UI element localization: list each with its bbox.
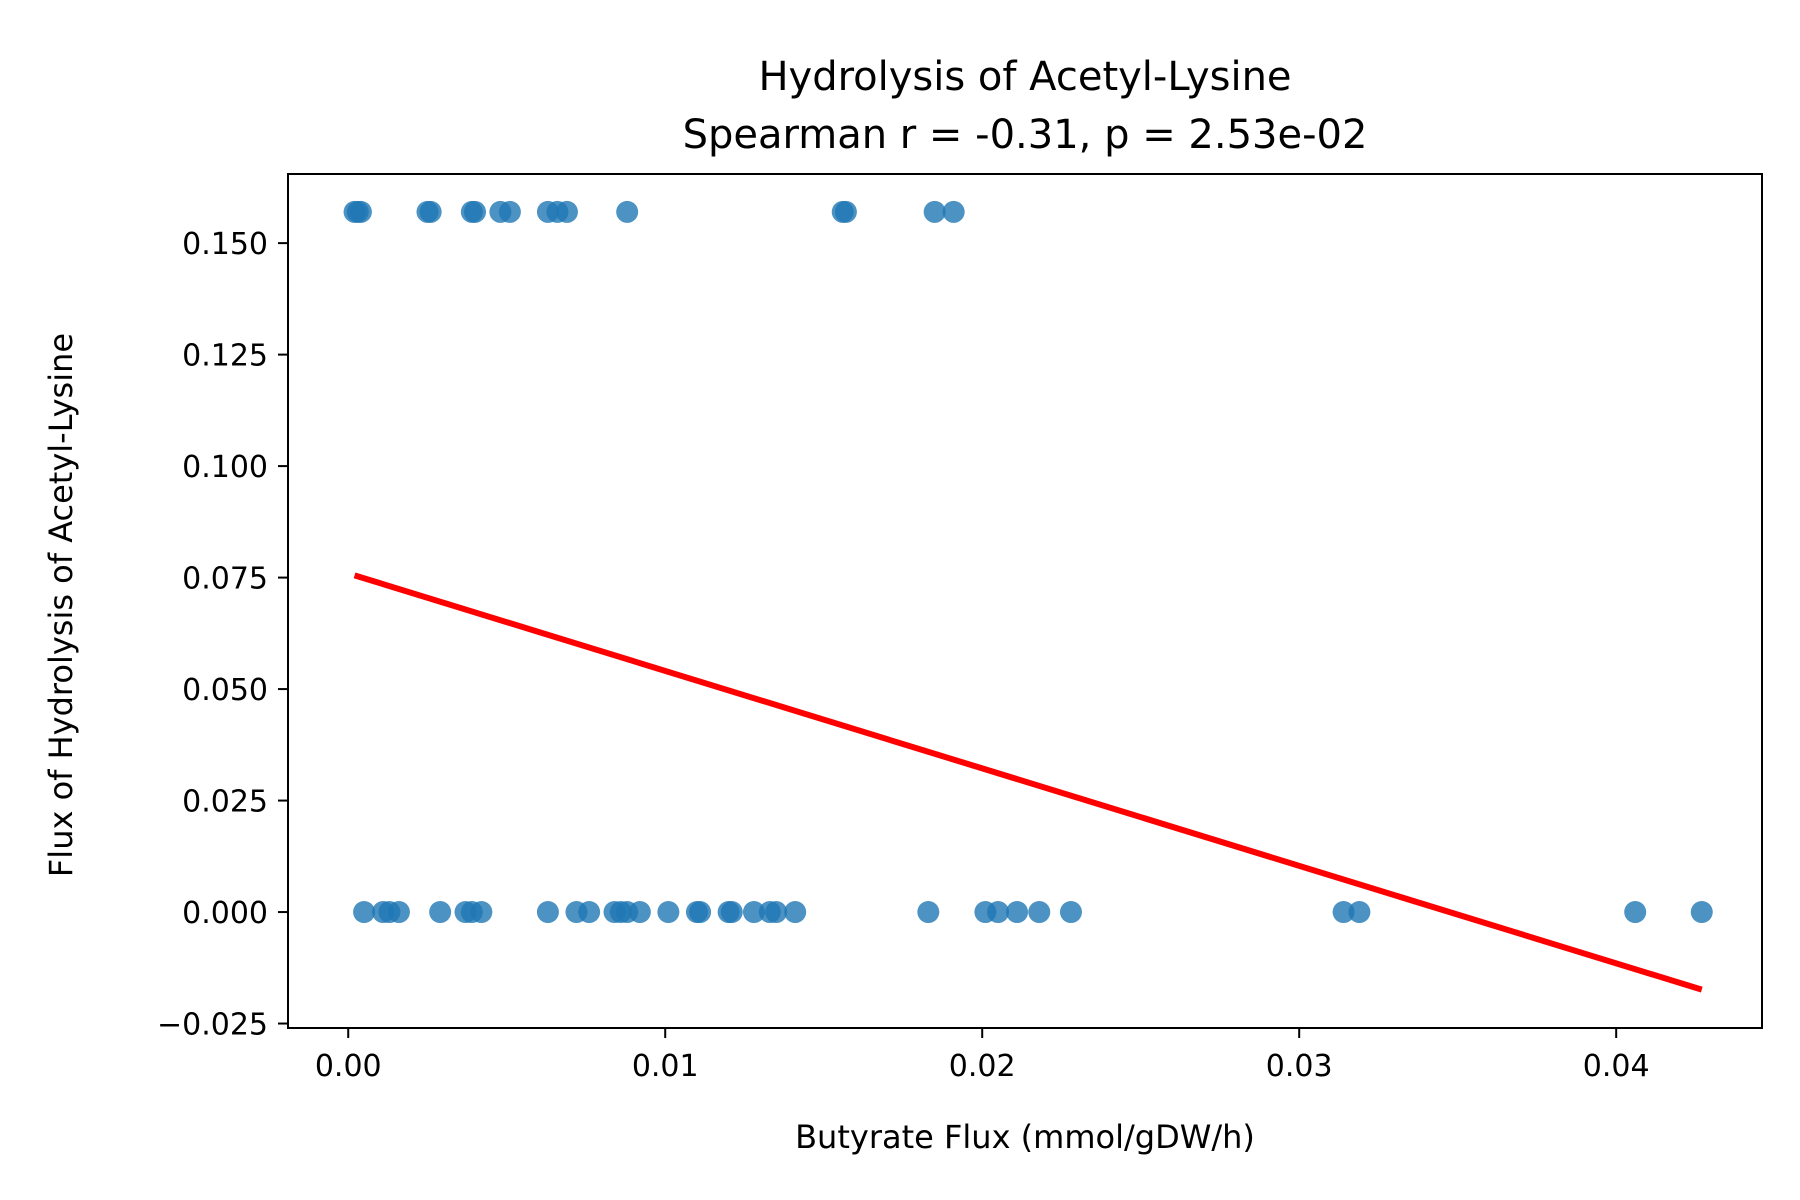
chart-title: Hydrolysis of Acetyl-Lysine — [758, 54, 1291, 100]
y-tick-label: 0.100 — [182, 450, 268, 485]
x-tick-label: 0.04 — [1583, 1049, 1650, 1084]
data-point — [349, 200, 372, 223]
data-point — [784, 901, 807, 924]
y-tick-label: 0.125 — [182, 339, 268, 374]
data-point — [464, 200, 487, 223]
data-point — [419, 200, 442, 223]
plot-area: 0.00 0.01 0.02 0.03 0.04 −0.025 0.000 0.025 0.05… — [157, 173, 1763, 1084]
data-point — [498, 200, 521, 223]
x-tick-label: 0.00 — [315, 1049, 382, 1084]
chart-subtitle: Spearman r = -0.31, p = 2.53e-02 — [683, 112, 1368, 158]
y-tick-label: 0.150 — [182, 227, 268, 262]
data-point — [1028, 901, 1051, 924]
data-point — [470, 901, 493, 924]
x-axis-label: Butyrate Flux (mmol/gDW/h) — [795, 1118, 1255, 1156]
y-tick-label: 0.075 — [182, 562, 268, 597]
y-tick-label: 0.025 — [182, 785, 268, 820]
data-point — [923, 200, 946, 223]
data-point — [555, 200, 578, 223]
data-point — [657, 901, 680, 924]
data-point — [578, 901, 601, 924]
data-point — [1059, 901, 1082, 924]
data-point — [1690, 901, 1713, 924]
data-point — [353, 901, 376, 924]
axes-frame — [287, 173, 1763, 1029]
data-point — [942, 200, 965, 223]
data-point — [429, 901, 452, 924]
data-point — [689, 901, 712, 924]
data-point — [834, 200, 857, 223]
data-point — [616, 200, 639, 223]
data-point — [917, 901, 940, 924]
data-point — [1332, 901, 1355, 924]
data-point — [387, 901, 410, 924]
data-point — [1006, 901, 1029, 924]
data-point — [536, 901, 559, 924]
regression-line — [353, 572, 1703, 993]
y-tick-label: 0.000 — [182, 896, 268, 931]
x-tick-label: 0.03 — [1266, 1049, 1333, 1084]
y-tick-label: −0.025 — [157, 1008, 268, 1043]
x-tick-label: 0.01 — [632, 1049, 699, 1084]
data-point — [628, 901, 651, 924]
y-axis-label: Flux of Hydrolysis of Acetyl-Lysine — [42, 333, 80, 877]
data-point — [742, 901, 765, 924]
x-tick-label: 0.02 — [949, 1049, 1016, 1084]
data-point — [720, 901, 743, 924]
y-tick-label: 0.050 — [182, 673, 268, 708]
data-point — [1624, 901, 1647, 924]
data-point — [987, 901, 1010, 924]
data-point — [765, 901, 788, 924]
data-point — [1348, 901, 1371, 924]
